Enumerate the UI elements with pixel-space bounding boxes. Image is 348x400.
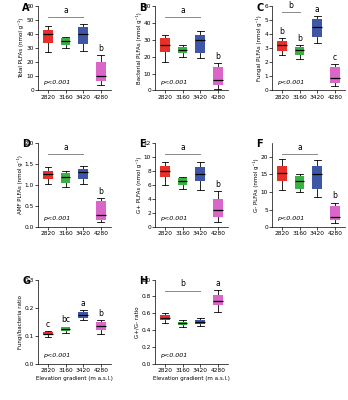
Text: p<0.001: p<0.001	[160, 353, 187, 358]
Bar	[195, 168, 205, 182]
Text: D: D	[22, 140, 30, 150]
Text: a: a	[215, 278, 220, 288]
Text: a: a	[180, 6, 185, 15]
Text: b: b	[332, 192, 337, 200]
Bar	[160, 315, 170, 320]
Bar	[330, 206, 340, 220]
Text: a: a	[315, 5, 319, 14]
Bar	[178, 178, 188, 185]
Bar	[330, 66, 340, 83]
Bar	[213, 199, 223, 217]
Text: C: C	[256, 3, 264, 13]
Text: a: a	[297, 143, 302, 152]
Bar	[313, 19, 322, 37]
Bar	[213, 67, 223, 85]
Y-axis label: Fungi/bacteria ratio: Fungi/bacteria ratio	[18, 295, 23, 349]
Text: a: a	[63, 143, 68, 152]
Bar	[213, 295, 223, 305]
Y-axis label: G+/G- ratio: G+/G- ratio	[135, 306, 140, 338]
Text: b: b	[288, 1, 293, 10]
Bar	[160, 38, 170, 52]
Text: p<0.001: p<0.001	[42, 216, 70, 221]
Text: b: b	[297, 34, 302, 43]
X-axis label: Elevation gradient (m a.s.l.): Elevation gradient (m a.s.l.)	[153, 376, 230, 381]
Text: H: H	[140, 276, 148, 286]
Bar	[295, 176, 304, 188]
Text: B: B	[140, 3, 147, 13]
Text: p<0.001: p<0.001	[277, 80, 304, 84]
Text: G: G	[22, 276, 30, 286]
Bar	[43, 172, 53, 179]
Bar	[96, 322, 106, 330]
Bar	[96, 62, 106, 80]
Bar	[78, 169, 88, 179]
Bar	[195, 320, 205, 324]
Bar	[78, 27, 88, 44]
Bar	[195, 35, 205, 53]
Bar	[178, 46, 188, 53]
Y-axis label: G+ PLFAs (nmol g⁻¹): G+ PLFAs (nmol g⁻¹)	[136, 157, 142, 213]
Text: a: a	[81, 298, 86, 308]
Bar	[61, 328, 70, 331]
Text: b: b	[215, 180, 220, 188]
Bar	[277, 166, 287, 182]
Text: b: b	[98, 186, 103, 196]
Text: p<0.001: p<0.001	[42, 80, 70, 84]
Text: c: c	[46, 320, 50, 329]
X-axis label: Elevation gradient (m a.s.l.): Elevation gradient (m a.s.l.)	[36, 376, 113, 381]
Bar	[43, 332, 53, 335]
Text: c: c	[333, 52, 337, 62]
Bar	[78, 312, 88, 318]
Text: b: b	[98, 309, 103, 318]
Text: F: F	[256, 140, 263, 150]
Text: A: A	[22, 3, 30, 13]
Bar	[295, 47, 304, 55]
Bar	[61, 38, 70, 46]
Bar	[160, 166, 170, 176]
Bar	[178, 322, 188, 325]
Text: p<0.001: p<0.001	[277, 216, 304, 221]
Bar	[96, 201, 106, 220]
Text: p<0.001: p<0.001	[160, 216, 187, 221]
Y-axis label: AMF PLFAs (nmol g⁻¹): AMF PLFAs (nmol g⁻¹)	[17, 156, 23, 214]
Text: a: a	[180, 143, 185, 152]
Bar	[61, 173, 70, 183]
Y-axis label: Bacterial PLFAs (nmol g⁻¹): Bacterial PLFAs (nmol g⁻¹)	[135, 12, 142, 84]
Text: p<0.001: p<0.001	[160, 80, 187, 84]
Text: bc: bc	[61, 316, 70, 324]
Bar	[313, 166, 322, 188]
Bar	[277, 41, 287, 51]
Text: p<0.001: p<0.001	[42, 353, 70, 358]
Y-axis label: Fungal PLFAs (nmol g⁻¹): Fungal PLFAs (nmol g⁻¹)	[256, 15, 262, 81]
Bar	[43, 30, 53, 42]
Y-axis label: G- PLFAs (nmol g⁻¹): G- PLFAs (nmol g⁻¹)	[253, 158, 259, 212]
Text: b: b	[98, 44, 103, 53]
Text: a: a	[63, 6, 68, 15]
Text: b: b	[215, 52, 220, 61]
Text: b: b	[180, 280, 185, 288]
Y-axis label: Total PLFAs (nmol g⁻¹): Total PLFAs (nmol g⁻¹)	[18, 18, 24, 78]
Text: b: b	[279, 27, 284, 36]
Text: E: E	[140, 140, 146, 150]
